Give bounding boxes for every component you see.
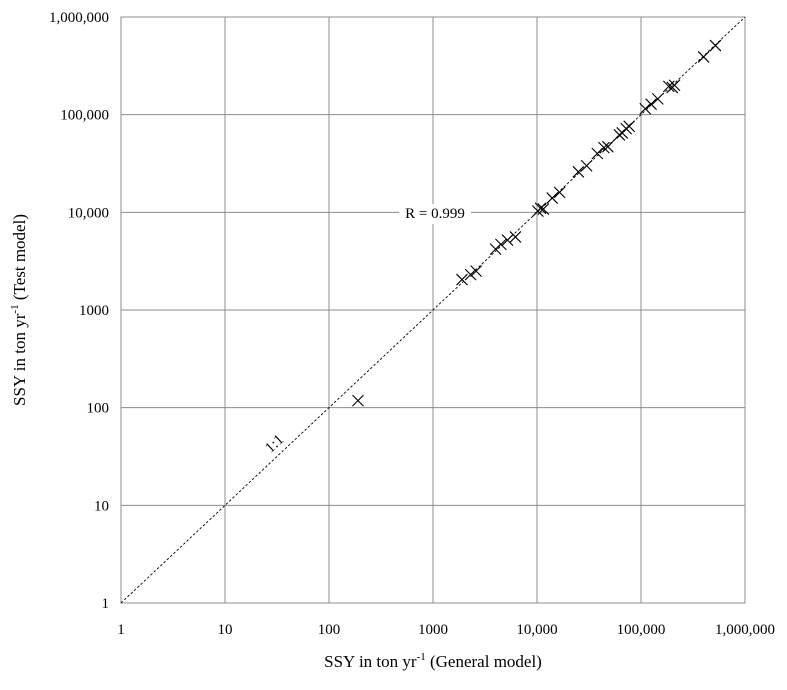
identity-line-label: 1:1 (262, 432, 287, 457)
data-point-marker (709, 39, 722, 52)
x-tick-label: 10,000 (516, 622, 557, 638)
data-point-marker (464, 268, 477, 281)
data-point-marker (352, 394, 364, 407)
data-point-marker (537, 203, 550, 215)
y-axis-tick-labels: 1 10 100 1000 10,000 100,000 1,000,000 (49, 10, 109, 612)
r-value-annotation: R = 0.999 (405, 206, 465, 222)
y-tick-label: 1 (102, 596, 110, 612)
data-points (352, 39, 722, 407)
plot-area-border (120, 16, 746, 604)
data-point-marker (601, 140, 614, 153)
identity-line-1-to-1 (120, 16, 746, 604)
y-tick-label: 100 (87, 401, 110, 417)
x-axis-title-superscript: -1 (417, 651, 426, 663)
data-point-marker (645, 98, 657, 111)
y-tick-label: 100,000 (60, 108, 109, 124)
y-tick-label: 10 (94, 498, 109, 514)
x-tick-label: 100,000 (617, 622, 666, 638)
data-point-marker (553, 186, 566, 199)
data-point-marker (598, 141, 610, 154)
y-axis-title: SSY in ton yr-1 (Test model) (9, 214, 29, 406)
y-axis-title-prefix: SSY in ton yr (10, 313, 29, 406)
y-axis-title-superscript: -1 (9, 304, 21, 313)
data-point-marker (495, 238, 507, 251)
data-point-marker (651, 93, 664, 105)
data-point-marker (623, 120, 636, 133)
x-tick-label: 100 (318, 622, 341, 638)
y-axis-title-suffix: (Test model) (10, 214, 29, 304)
x-axis-title-prefix: SSY in ton yr (324, 652, 417, 671)
x-tick-label: 1 (117, 622, 125, 638)
x-tick-label: 1000 (418, 622, 448, 638)
data-point-marker (668, 79, 681, 92)
x-axis-title: SSY in ton yr-1 (General model) (324, 651, 542, 671)
data-point-marker (470, 265, 483, 278)
y-tick-label: 10,000 (68, 205, 109, 221)
r-value-annotation-background (399, 204, 471, 224)
data-point-marker (456, 273, 468, 286)
data-point-marker (546, 192, 559, 204)
y-tick-label: 1,000,000 (49, 10, 109, 26)
data-point-marker (572, 165, 585, 178)
x-tick-label: 1,000,000 (715, 622, 775, 638)
x-tick-label: 10 (218, 622, 233, 638)
data-point-marker (580, 159, 593, 172)
data-point-marker (639, 102, 652, 115)
x-axis-tick-labels: 1 10 100 1000 10,000 100,000 1,000,000 (117, 622, 775, 638)
data-point-marker (697, 51, 710, 63)
x-axis-title-suffix: (General model) (426, 652, 542, 671)
y-tick-label: 1000 (79, 303, 109, 319)
data-point-marker (501, 234, 514, 246)
data-point-marker (534, 202, 547, 215)
data-point-marker (509, 231, 522, 243)
